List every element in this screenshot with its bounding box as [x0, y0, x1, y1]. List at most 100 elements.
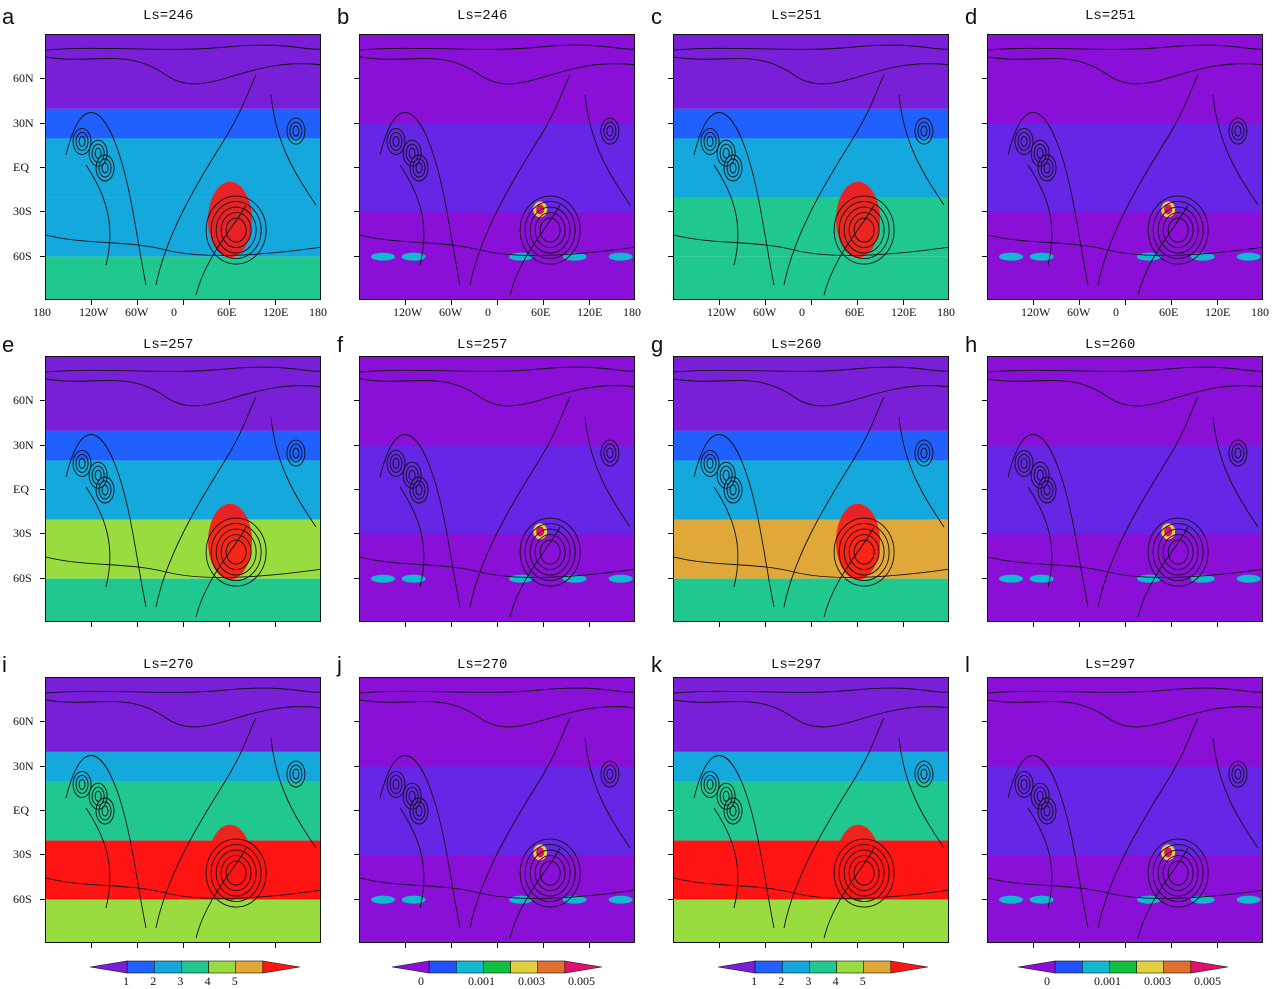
map-panel — [359, 34, 635, 300]
panel-letter: f — [337, 332, 344, 357]
y-tick — [40, 721, 45, 723]
panel-title: Ls=260 — [1085, 337, 1136, 353]
y-tick — [40, 122, 45, 124]
colorbar-swatch — [483, 960, 511, 974]
map-panel — [359, 677, 635, 943]
x-tick — [811, 300, 812, 305]
x-tick — [451, 300, 452, 305]
colorbar-label: 0 — [1044, 974, 1050, 988]
y-tick — [668, 400, 673, 402]
y-tick-label: 30N — [13, 115, 34, 130]
y-tick — [668, 211, 673, 213]
x-tick — [1171, 622, 1172, 627]
colorbar-swatch — [392, 960, 430, 974]
panel-title: Ls=270 — [143, 657, 194, 673]
map-panel — [987, 34, 1263, 300]
y-tick — [354, 167, 359, 168]
y-tick-label: 60N — [13, 393, 34, 408]
x-tick — [1033, 300, 1034, 305]
x-tick-label: 60E — [217, 305, 237, 319]
y-tick — [354, 400, 359, 402]
x-tick — [903, 622, 904, 627]
x-tick — [719, 300, 720, 305]
x-tick — [451, 622, 452, 627]
y-tick — [354, 255, 359, 257]
x-tick — [1217, 622, 1218, 627]
colorbar-label: 0 — [418, 974, 424, 988]
y-tick — [40, 854, 45, 856]
x-tick — [589, 300, 590, 305]
y-tick — [40, 898, 45, 900]
y-tick — [354, 721, 359, 723]
colorbar-swatch — [1081, 960, 1110, 974]
y-tick — [354, 444, 359, 446]
x-tick-label: 0 — [171, 305, 177, 319]
y-tick — [982, 255, 987, 257]
x-tick — [1125, 943, 1126, 948]
y-tick — [982, 898, 987, 900]
colorbar-label: 0.001 — [1094, 974, 1121, 988]
x-tick — [1125, 300, 1126, 305]
x-tick — [137, 300, 138, 305]
y-tick-label: 30N — [13, 758, 34, 773]
y-tick — [40, 167, 45, 168]
colorbar-swatch — [809, 960, 837, 974]
y-tick-label: 30S — [13, 526, 32, 541]
y-tick — [40, 577, 45, 579]
colorbar-label: 3 — [177, 974, 184, 988]
y-tick — [668, 167, 673, 168]
colorbar-label: 5 — [859, 974, 866, 988]
x-tick-label: 0 — [1113, 305, 1119, 319]
x-tick-label: 120E — [263, 305, 289, 319]
x-tick — [765, 300, 766, 305]
y-tick — [40, 489, 45, 490]
x-tick — [229, 622, 230, 627]
panel-letter: k — [651, 652, 662, 677]
x-tick-label: 60E — [845, 305, 865, 319]
y-tick — [982, 854, 987, 856]
y-tick-label: 30S — [13, 204, 32, 219]
x-tick — [497, 622, 498, 627]
x-tick — [811, 622, 812, 627]
y-tick — [668, 765, 673, 767]
x-tick-label: 60E — [1159, 305, 1179, 319]
panel-title: Ls=260 — [771, 337, 822, 353]
x-tick — [497, 943, 498, 948]
x-tick — [857, 943, 858, 948]
x-tick — [589, 943, 590, 948]
y-tick-label: 60S — [13, 891, 32, 906]
x-tick — [275, 622, 276, 627]
x-tick-label: 180 — [937, 305, 955, 319]
x-tick — [1171, 300, 1172, 305]
y-tick — [354, 78, 359, 80]
y-tick — [668, 255, 673, 257]
y-tick — [982, 489, 987, 490]
colorbar-label: 0.005 — [568, 974, 595, 988]
y-tick — [668, 810, 673, 811]
x-tick — [543, 943, 544, 948]
y-tick — [40, 533, 45, 535]
x-tick-label: 120E — [1205, 305, 1231, 319]
y-tick-label: EQ — [13, 482, 29, 496]
field-plot — [46, 357, 320, 621]
colorbar-label: 1 — [123, 974, 130, 988]
map-panel — [45, 677, 321, 943]
colorbar-swatch — [90, 960, 128, 974]
colorbar-swatch — [428, 960, 457, 974]
colorbar-swatch — [235, 960, 264, 974]
map-panel — [673, 356, 949, 622]
y-tick — [668, 854, 673, 856]
panel-letter: a — [2, 4, 15, 29]
y-tick — [982, 78, 987, 80]
panel-letter: c — [651, 4, 662, 29]
x-tick — [137, 943, 138, 948]
x-tick-label: 60W — [439, 305, 463, 319]
x-tick — [451, 943, 452, 948]
colorbar-swatch — [564, 960, 602, 974]
panel-letter: j — [337, 652, 342, 677]
colorbar-swatch — [510, 960, 539, 974]
x-tick-label: 60W — [1067, 305, 1091, 319]
panel-title: Ls=246 — [143, 8, 194, 24]
panel-letter: i — [2, 652, 7, 677]
